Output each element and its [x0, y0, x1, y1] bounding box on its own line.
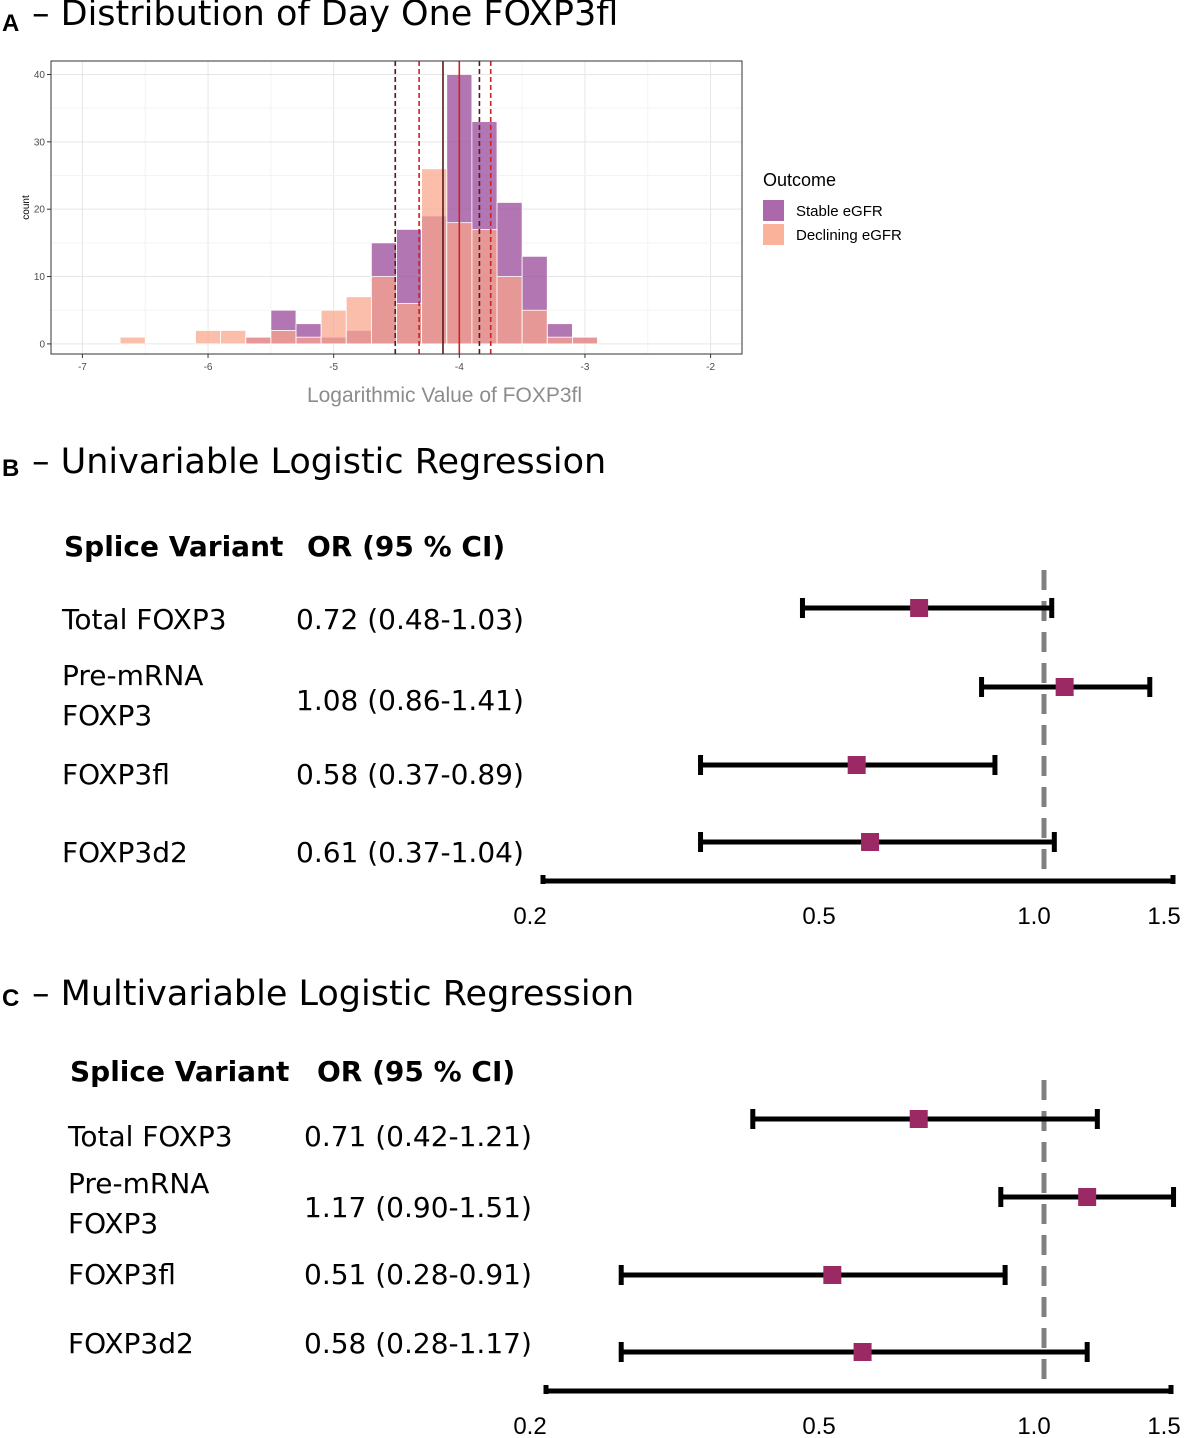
or-marker	[823, 1266, 842, 1284]
legend-swatch-declining	[763, 224, 784, 245]
x-tick-label: 0.2	[513, 1413, 546, 1438]
x-tick-label: -5	[329, 362, 338, 373]
multi-row-label: FOXP3d2	[68, 1327, 194, 1360]
plot-border	[50, 60, 743, 355]
bar-declining	[521, 309, 548, 345]
bar-declining	[571, 336, 598, 345]
x-tick-label: 1.5	[1147, 1413, 1180, 1438]
legend-label: Stable eGFR	[796, 203, 883, 220]
multi-header-variant: Splice Variant	[70, 1055, 290, 1088]
multi-row-label: Total FOXP3	[68, 1120, 233, 1153]
bar-declining	[496, 276, 523, 345]
multi-header-or: OR (95 % CI)	[317, 1055, 516, 1088]
multi-row-label: FOXP3fl	[68, 1258, 176, 1291]
uni-row-label: Pre-mRNA FOXP3	[62, 659, 204, 732]
x-tick-label: -3	[581, 362, 590, 373]
multi-row-or: 0.51 (0.28-0.91)	[304, 1258, 532, 1291]
panel-a-letter: A	[2, 10, 20, 37]
legend-title: Outcome	[763, 170, 836, 190]
bar-declining	[270, 330, 297, 345]
uni-row-label: FOXP3fl	[62, 758, 170, 791]
bar-declining	[396, 303, 423, 345]
uni-row-or: 1.08 (0.86-1.41)	[296, 684, 524, 717]
x-tick-label: 0.2	[513, 903, 546, 930]
bar-declining	[320, 309, 347, 345]
multi-row-label: Pre-mRNA FOXP3	[68, 1167, 210, 1240]
uni-header-variant: Splice Variant	[64, 530, 284, 563]
x-tick-label: 1.0	[1017, 1413, 1050, 1438]
bar-declining	[345, 296, 372, 345]
x-tick-label: 1.5	[1147, 903, 1180, 930]
uni-row-or: 0.72 (0.48-1.03)	[296, 603, 524, 636]
bar-declining	[245, 336, 272, 345]
or-marker	[861, 833, 880, 851]
y-axis-title: count	[21, 195, 32, 220]
bar-declining	[471, 228, 498, 345]
y-tick-label: 10	[34, 272, 46, 283]
panel-b-letter: B	[2, 455, 20, 482]
uni-row-label: Total FOXP3	[62, 603, 227, 636]
x-axis-title: Logarithmic Value of FOXP3fl	[307, 384, 582, 407]
histogram-chart: -7 -6 -5 -4 -3 -2 0 10 20 30 40 Logarithmic Value o…	[21, 60, 902, 407]
x-tick-label: -4	[455, 362, 464, 373]
x-tick-label: 0.5	[802, 903, 835, 930]
panel-b-title: – Univariable Logistic Regression	[32, 442, 607, 482]
uni-header-or: OR (95 % CI)	[307, 530, 506, 563]
panel-c-title: – Multivariable Logistic Regression	[32, 974, 635, 1014]
x-tick-label: -7	[78, 362, 87, 373]
x-tick-label: 1.0	[1017, 903, 1050, 930]
multi-row-or: 0.58 (0.28-1.17)	[304, 1327, 532, 1360]
y-tick-label: 40	[34, 70, 46, 81]
multi-row-or: 0.71 (0.42-1.21)	[304, 1120, 532, 1153]
or-marker	[910, 599, 929, 617]
or-marker	[909, 1110, 928, 1128]
legend-swatch-stable	[763, 200, 784, 221]
y-tick-label: 20	[34, 205, 46, 216]
y-tick-label: 0	[39, 339, 45, 350]
uni-row-or: 0.61 (0.37-1.04)	[296, 836, 524, 869]
or-marker	[1055, 678, 1074, 696]
bar-declining	[295, 336, 322, 345]
uni-row-label: FOXP3d2	[62, 836, 188, 869]
y-tick-label: 30	[34, 137, 46, 148]
uni-row-or: 0.58 (0.37-0.89)	[296, 758, 524, 791]
or-marker	[853, 1343, 872, 1361]
panel-a-title: – Distribution of Day One FOXP3fl	[32, 0, 619, 34]
bar-declining	[195, 330, 222, 345]
multi-row-or: 1.17 (0.90-1.51)	[304, 1191, 532, 1224]
x-tick-label: -2	[706, 362, 715, 373]
or-marker	[1078, 1188, 1097, 1206]
or-marker	[847, 756, 866, 774]
bar-declining	[546, 336, 573, 345]
bar-declining	[370, 276, 397, 345]
bar-declining	[220, 330, 247, 345]
legend-label: Declining eGFR	[796, 227, 902, 244]
x-tick-label: -6	[204, 362, 213, 373]
panel-c-letter: C	[2, 985, 20, 1012]
bar-declining	[119, 336, 146, 345]
x-tick-label: 0.5	[802, 1413, 835, 1438]
